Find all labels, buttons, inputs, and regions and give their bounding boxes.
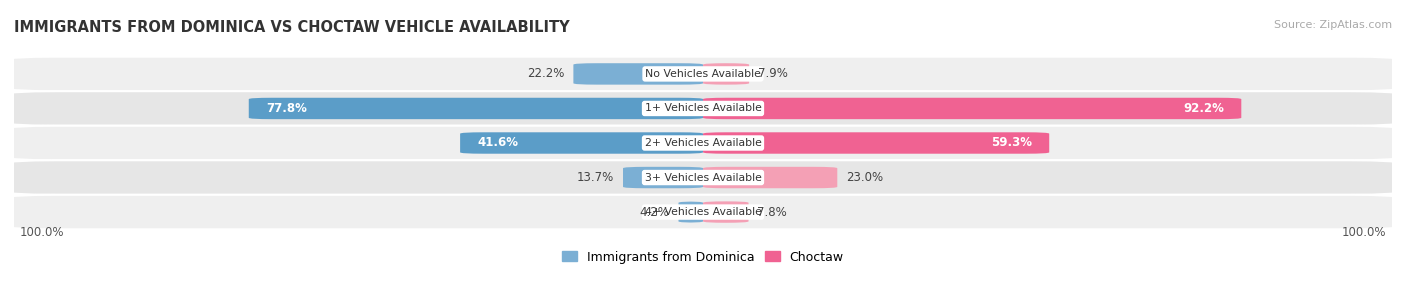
- FancyBboxPatch shape: [8, 57, 1398, 91]
- Text: Source: ZipAtlas.com: Source: ZipAtlas.com: [1274, 20, 1392, 30]
- FancyBboxPatch shape: [623, 167, 703, 188]
- FancyBboxPatch shape: [703, 201, 748, 223]
- Text: 100.0%: 100.0%: [20, 226, 65, 239]
- Text: 41.6%: 41.6%: [478, 136, 519, 150]
- Text: 100.0%: 100.0%: [1341, 226, 1386, 239]
- FancyBboxPatch shape: [679, 201, 703, 223]
- FancyBboxPatch shape: [703, 98, 1241, 119]
- FancyBboxPatch shape: [703, 132, 1049, 154]
- Text: 23.0%: 23.0%: [846, 171, 883, 184]
- Legend: Immigrants from Dominica, Choctaw: Immigrants from Dominica, Choctaw: [557, 246, 849, 269]
- FancyBboxPatch shape: [460, 132, 703, 154]
- FancyBboxPatch shape: [8, 91, 1398, 126]
- Text: IMMIGRANTS FROM DOMINICA VS CHOCTAW VEHICLE AVAILABILITY: IMMIGRANTS FROM DOMINICA VS CHOCTAW VEHI…: [14, 20, 569, 35]
- FancyBboxPatch shape: [8, 160, 1398, 195]
- Text: 3+ Vehicles Available: 3+ Vehicles Available: [644, 172, 762, 182]
- Text: 2+ Vehicles Available: 2+ Vehicles Available: [644, 138, 762, 148]
- FancyBboxPatch shape: [574, 63, 703, 85]
- Text: 4.2%: 4.2%: [640, 206, 669, 219]
- Text: 77.8%: 77.8%: [266, 102, 307, 115]
- Text: 1+ Vehicles Available: 1+ Vehicles Available: [644, 104, 762, 114]
- Text: 4+ Vehicles Available: 4+ Vehicles Available: [644, 207, 762, 217]
- Text: 92.2%: 92.2%: [1182, 102, 1223, 115]
- FancyBboxPatch shape: [8, 195, 1398, 229]
- FancyBboxPatch shape: [703, 167, 838, 188]
- Text: 7.9%: 7.9%: [758, 67, 787, 80]
- FancyBboxPatch shape: [8, 126, 1398, 160]
- Text: 7.8%: 7.8%: [758, 206, 787, 219]
- FancyBboxPatch shape: [703, 63, 749, 85]
- Text: 59.3%: 59.3%: [991, 136, 1032, 150]
- Text: No Vehicles Available: No Vehicles Available: [645, 69, 761, 79]
- Text: 22.2%: 22.2%: [527, 67, 565, 80]
- FancyBboxPatch shape: [249, 98, 703, 119]
- Text: 13.7%: 13.7%: [576, 171, 614, 184]
